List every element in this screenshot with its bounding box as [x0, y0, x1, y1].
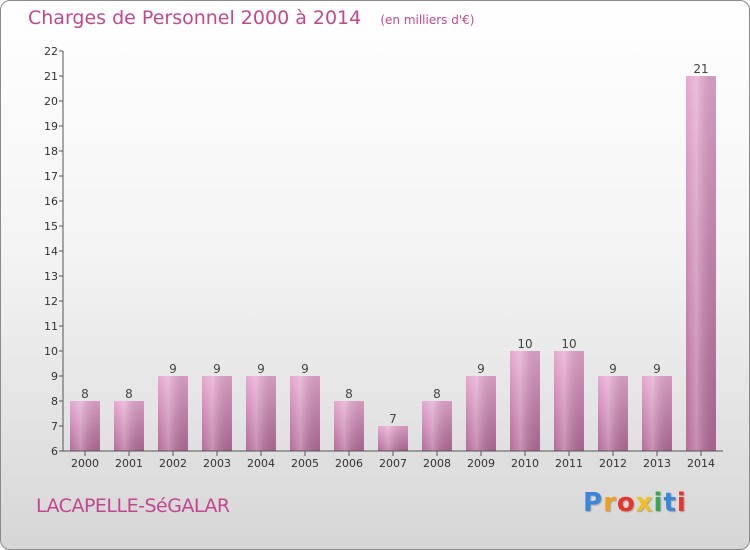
data-label: 7 [389, 412, 397, 426]
y-tick-label: 18 [44, 145, 58, 158]
x-tick-label: 2000 [71, 457, 99, 470]
data-label: 9 [609, 362, 617, 376]
y-tick-label: 14 [44, 245, 58, 258]
y-tick-label: 13 [44, 270, 58, 283]
y-tick-label: 11 [44, 320, 58, 333]
x-tick-label: 2008 [423, 457, 451, 470]
bar-shine [334, 401, 364, 451]
y-tick-label: 9 [51, 370, 58, 383]
bar-shine [290, 376, 320, 451]
data-label: 10 [561, 337, 576, 351]
bar-shine [202, 376, 232, 451]
logo-letter: r [603, 488, 617, 518]
x-tick-label: 2002 [159, 457, 187, 470]
chart-title: Charges de Personnel 2000 à 2014 [28, 7, 362, 29]
y-tick-label: 16 [44, 195, 58, 208]
y-tick-label: 8 [51, 395, 58, 408]
data-label: 9 [477, 362, 485, 376]
x-tick-label: 2011 [555, 457, 583, 470]
data-label: 8 [81, 387, 89, 401]
commune-name: LACAPELLE-SéGALAR [36, 495, 230, 517]
axes-group: 2000 2001 2002 2003 2004 2005 2006 2007 2008 2009… [44, 45, 723, 470]
bar-shine [598, 376, 628, 451]
bar-shine [114, 401, 144, 451]
data-label: 9 [301, 362, 309, 376]
x-tick-label: 2004 [247, 457, 275, 470]
y-tick-label: 22 [44, 45, 58, 58]
bars-group: 8 8 9 9 9 9 8 7 8 9 10 10 9 9 21 [70, 62, 716, 451]
x-tick-label: 2014 [687, 457, 715, 470]
bar-shine [378, 426, 408, 451]
y-tick-label: 20 [44, 95, 58, 108]
title-row: Charges de Personnel 2000 à 2014 (en mil… [28, 7, 474, 29]
y-tick-label: 12 [44, 295, 58, 308]
y-tick-label: 7 [51, 420, 58, 433]
logo-letter: i [676, 488, 687, 518]
bar-shine [466, 376, 496, 451]
bar-shine [686, 76, 716, 451]
data-label: 9 [169, 362, 177, 376]
logo-letter: P [583, 488, 604, 518]
x-tick-label: 2001 [115, 457, 143, 470]
data-label: 9 [213, 362, 221, 376]
data-label: 9 [257, 362, 265, 376]
bar-shine [246, 376, 276, 451]
bar-shine [70, 401, 100, 451]
x-tick-label: 2006 [335, 457, 363, 470]
bar-shine [510, 351, 540, 451]
y-tick-label: 10 [44, 345, 58, 358]
chart-subtitle: (en milliers d'€) [380, 13, 475, 27]
data-label: 8 [433, 387, 441, 401]
y-tick-label: 15 [44, 220, 58, 233]
x-tick-label: 2010 [511, 457, 539, 470]
data-label: 8 [345, 387, 353, 401]
y-tick-label: 21 [44, 70, 58, 83]
data-label: 9 [653, 362, 661, 376]
x-tick-label: 2012 [599, 457, 627, 470]
y-tick-label: 6 [51, 445, 58, 458]
x-tick-label: 2005 [291, 457, 319, 470]
data-label: 21 [693, 62, 708, 76]
data-label: 10 [517, 337, 532, 351]
bar-shine [642, 376, 672, 451]
logo-letter: t [663, 488, 677, 518]
x-tick-label: 2013 [643, 457, 671, 470]
x-tick-label: 2003 [203, 457, 231, 470]
x-tick-label: 2007 [379, 457, 407, 470]
bar-shine [422, 401, 452, 451]
logo-letter: x [635, 488, 654, 518]
bar-shine [158, 376, 188, 451]
y-tick-label: 17 [44, 170, 58, 183]
proxiti-logo: Proxiti [583, 488, 687, 518]
y-tick-label: 19 [44, 120, 58, 133]
logo-letter: i [653, 488, 664, 518]
bar-shine [554, 351, 584, 451]
x-tick-label: 2009 [467, 457, 495, 470]
data-label: 8 [125, 387, 133, 401]
logo-letter: o [616, 488, 636, 518]
